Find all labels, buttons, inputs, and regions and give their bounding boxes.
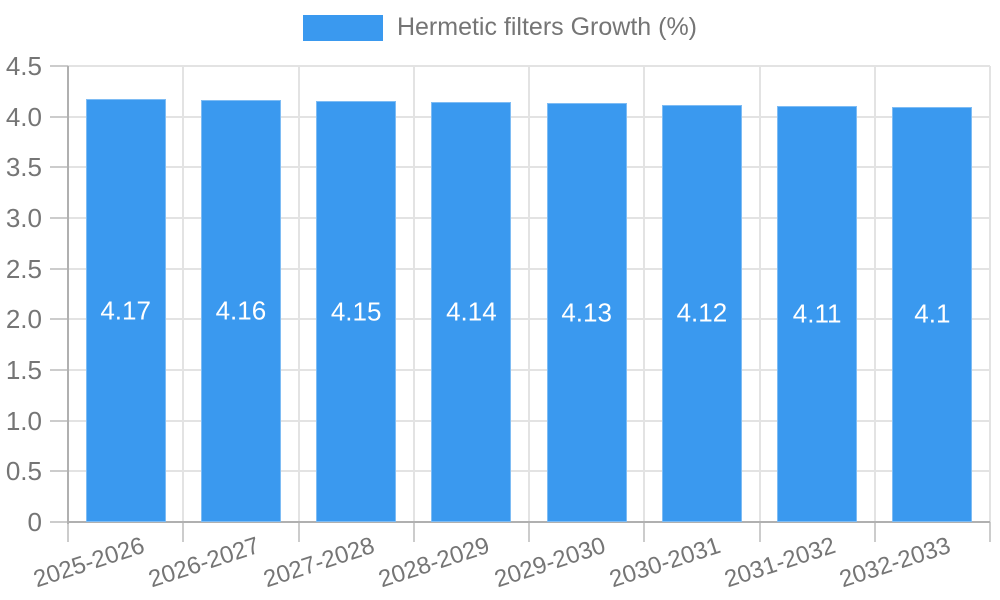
y-axis-tick	[50, 267, 68, 270]
x-tick-label: 2031-2032	[721, 532, 839, 594]
v-gridline	[643, 66, 646, 522]
x-tick-label: 2032-2033	[836, 532, 955, 594]
x-tick-label: 2027-2028	[260, 532, 378, 594]
bar-value-label: 4.15	[330, 296, 382, 327]
bar[interactable]	[316, 101, 397, 522]
y-tick-label: 1.0	[5, 405, 42, 436]
legend-label: Hermetic filters Growth (%)	[396, 13, 698, 41]
v-gridline	[873, 66, 876, 522]
x-axis-tick	[758, 522, 761, 542]
x-axis-tick	[297, 522, 300, 542]
x-axis-tick	[989, 522, 991, 542]
bar-value-label: 4.17	[100, 295, 151, 326]
y-tick-label: 0	[27, 507, 42, 537]
v-gridline	[412, 66, 415, 522]
x-axis-tick	[873, 522, 876, 542]
bar-value-label: 4.12	[676, 297, 728, 328]
y-axis-tick	[50, 318, 68, 321]
x-axis-tick	[67, 522, 69, 542]
x-axis-tick	[528, 522, 530, 542]
y-tick-label: 1.5	[5, 355, 42, 385]
y-axis-tick	[50, 419, 68, 422]
bar-value-label: 4.11	[792, 298, 842, 329]
legend: Hermetic filters Growth (%)	[0, 13, 1000, 42]
bar[interactable]	[661, 104, 742, 522]
y-tick-label: 2.0	[5, 304, 42, 335]
bar[interactable]	[431, 102, 512, 522]
y-axis-tick	[50, 369, 68, 371]
y-axis-tick	[50, 65, 68, 67]
y-axis-tick	[50, 521, 68, 523]
bar[interactable]	[85, 99, 166, 522]
y-tick-label: 3.0	[5, 203, 42, 233]
y-tick-label: 4.5	[5, 51, 42, 81]
y-axis-tick	[50, 166, 68, 169]
v-gridline	[758, 66, 761, 522]
bar[interactable]	[892, 106, 973, 522]
x-tick-label: 2028-2029	[375, 532, 494, 594]
bar-value-label: 4.1	[914, 298, 951, 329]
y-tick-label: 3.5	[5, 152, 42, 183]
x-axis-tick	[412, 522, 415, 542]
x-axis-tick	[182, 522, 185, 542]
bar-value-label: 4.14	[446, 296, 497, 327]
x-axis-tick	[643, 522, 646, 542]
bar-value-label: 4.16	[215, 295, 267, 326]
x-axis-line	[68, 521, 990, 523]
y-tick-label: 4.0	[5, 101, 42, 132]
y-axis-tick	[50, 217, 68, 219]
legend-item[interactable]: Hermetic filters Growth (%)	[302, 13, 698, 42]
bar-value-label: 4.13	[561, 297, 612, 328]
bar[interactable]	[200, 100, 281, 522]
x-tick-label: 2025-2026	[29, 532, 148, 594]
y-tick-label: 2.5	[5, 253, 42, 284]
y-tick-label: 0.5	[5, 456, 42, 487]
x-tick-label: 2026-2027	[145, 532, 263, 594]
y-axis-line	[67, 66, 69, 524]
x-tick-label: 2029-2030	[490, 532, 609, 594]
v-gridline	[182, 66, 185, 522]
bar[interactable]	[546, 103, 627, 522]
v-gridline	[297, 66, 300, 522]
y-axis-tick	[50, 115, 68, 118]
v-gridline	[989, 66, 991, 522]
x-tick-label: 2030-2031	[606, 532, 724, 594]
bar[interactable]	[777, 105, 858, 522]
y-axis-tick	[50, 470, 68, 473]
v-gridline	[528, 66, 530, 522]
legend-color-swatch	[302, 14, 383, 41]
